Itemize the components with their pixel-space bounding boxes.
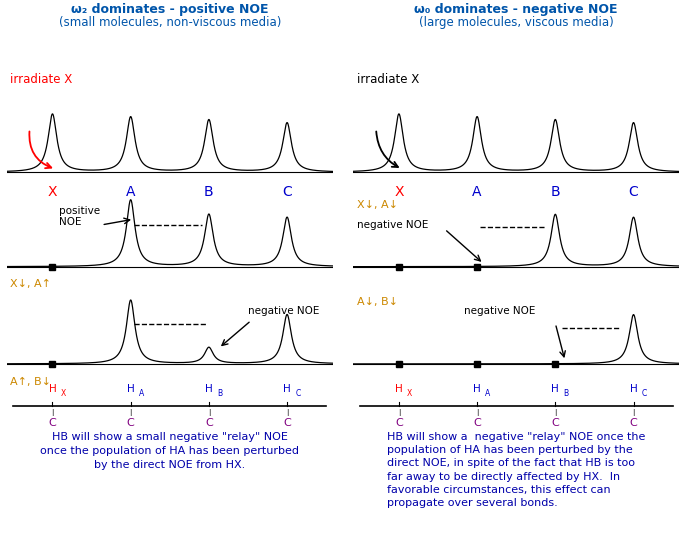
Text: B: B: [550, 185, 560, 199]
Text: |: |: [208, 409, 210, 416]
Text: X: X: [60, 389, 66, 399]
Text: C: C: [630, 417, 637, 428]
Text: positive
NOE: positive NOE: [59, 206, 100, 227]
Text: X: X: [407, 389, 412, 399]
Text: HB will show a small negative "relay" NOE
once the population of HA has been per: HB will show a small negative "relay" NO…: [40, 432, 299, 470]
Text: X↓, A↓: X↓, A↓: [357, 200, 398, 210]
Text: B: B: [204, 185, 214, 199]
Text: (small molecules, non-viscous media): (small molecules, non-viscous media): [58, 16, 281, 29]
Text: C: C: [295, 389, 300, 399]
Text: C: C: [49, 417, 56, 428]
Text: A: A: [126, 185, 135, 199]
Text: HB will show a  negative "relay" NOE once the
population of HA has been perturbe: HB will show a negative "relay" NOE once…: [387, 432, 646, 508]
Text: C: C: [628, 185, 639, 199]
Text: irradiate X: irradiate X: [10, 73, 73, 86]
Text: A: A: [139, 389, 144, 399]
Text: H: H: [473, 383, 481, 394]
Text: |: |: [554, 409, 556, 416]
Text: ω₂ dominates - positive NOE: ω₂ dominates - positive NOE: [71, 3, 268, 16]
Text: B: B: [563, 389, 569, 399]
Text: A↑, B↓: A↑, B↓: [10, 377, 51, 387]
Text: C: C: [552, 417, 559, 428]
Text: H: H: [205, 383, 213, 394]
Text: irradiate X: irradiate X: [357, 73, 419, 86]
Text: C: C: [395, 417, 403, 428]
Text: H: H: [630, 383, 637, 394]
Text: H: H: [49, 383, 56, 394]
Text: C: C: [205, 417, 213, 428]
Text: H: H: [552, 383, 559, 394]
Text: (large molecules, viscous media): (large molecules, viscous media): [419, 16, 613, 29]
Text: C: C: [127, 417, 134, 428]
Text: |: |: [476, 409, 478, 416]
Text: ω₀ dominates - negative NOE: ω₀ dominates - negative NOE: [414, 3, 618, 16]
Text: X↓, A↑: X↓, A↑: [10, 280, 51, 289]
Text: C: C: [282, 185, 292, 199]
Text: |: |: [51, 409, 54, 416]
Text: A↓, B↓: A↓, B↓: [357, 297, 398, 307]
Text: B: B: [217, 389, 222, 399]
Text: negative NOE: negative NOE: [248, 306, 320, 316]
Text: C: C: [641, 389, 647, 399]
Text: A: A: [485, 389, 490, 399]
Text: X: X: [48, 185, 57, 199]
Text: |: |: [632, 409, 635, 416]
Text: X: X: [394, 185, 403, 199]
Text: H: H: [395, 383, 403, 394]
Text: H: H: [127, 383, 134, 394]
Text: C: C: [283, 417, 291, 428]
Text: C: C: [473, 417, 481, 428]
Text: negative NOE: negative NOE: [464, 306, 536, 316]
Text: A: A: [473, 185, 482, 199]
Text: H: H: [283, 383, 291, 394]
Text: |: |: [398, 409, 400, 416]
Text: |: |: [130, 409, 132, 416]
Text: negative NOE: negative NOE: [357, 220, 428, 230]
Text: |: |: [286, 409, 288, 416]
